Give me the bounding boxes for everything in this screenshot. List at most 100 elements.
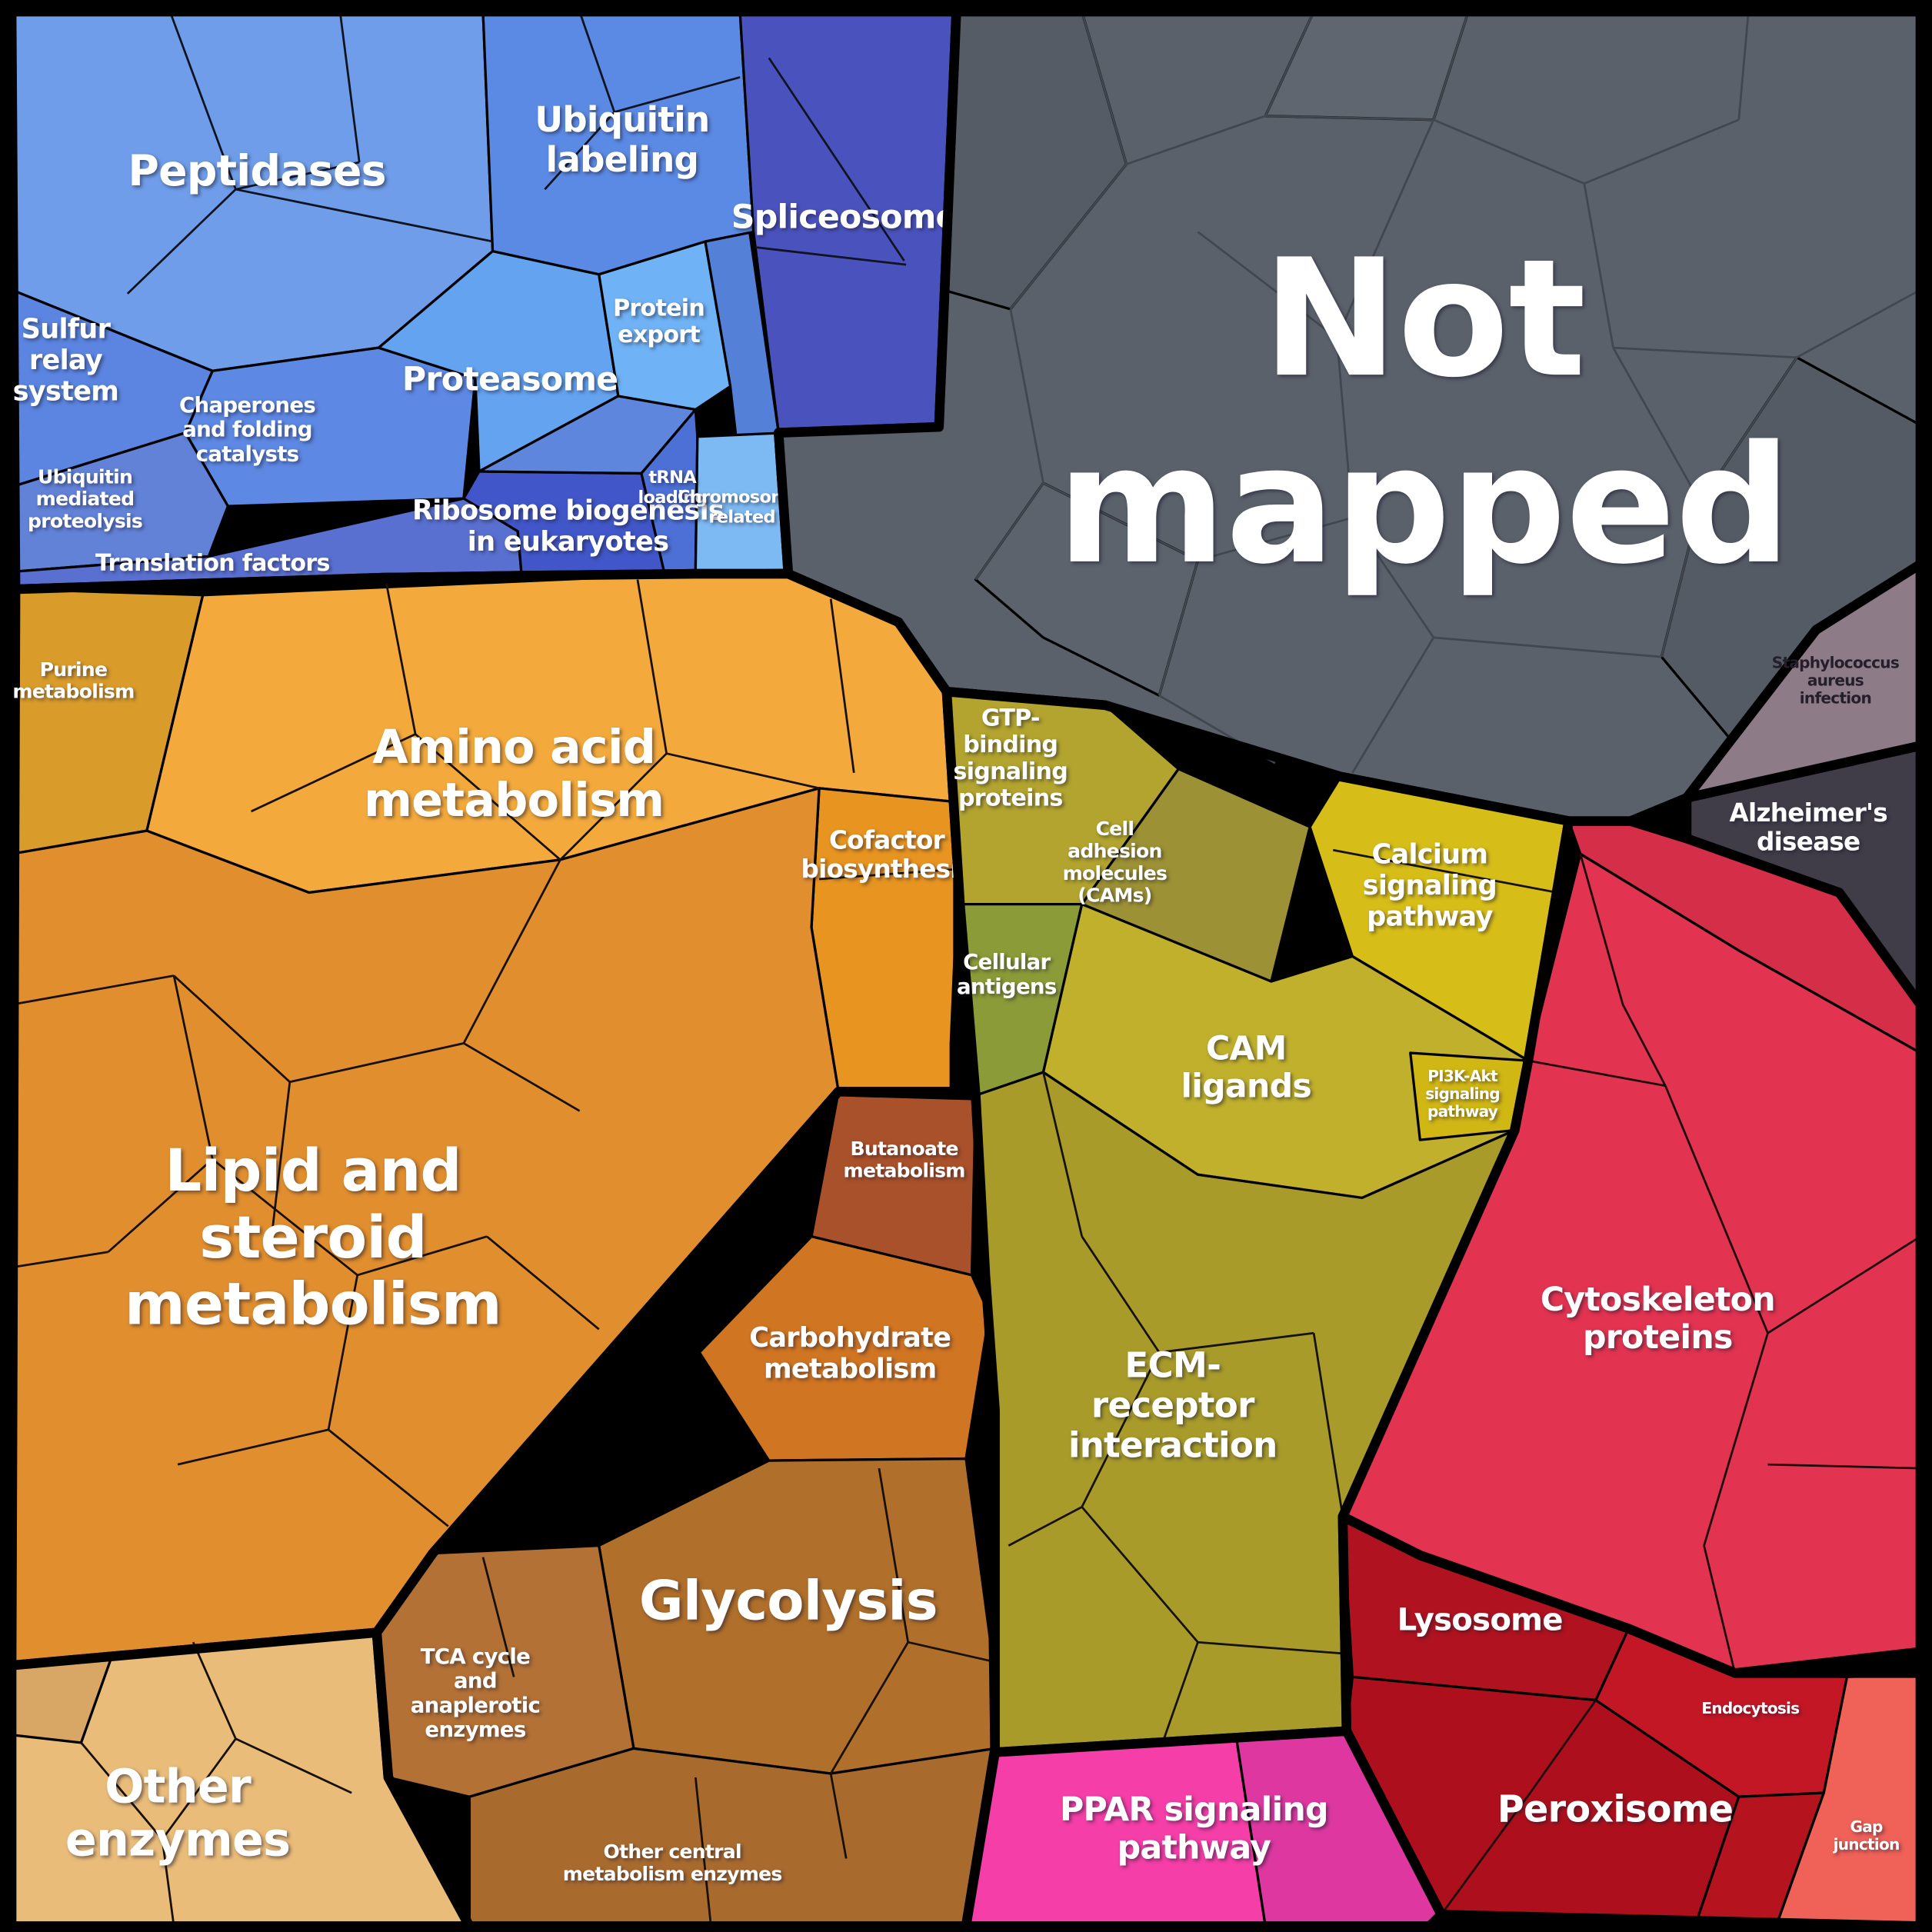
butanoate-metabolism-label: Butanoate metabolism — [844, 1138, 965, 1182]
cell-boundary-line — [614, 76, 741, 114]
cell-boundary-line — [1737, 11, 1750, 120]
cell-boundary-line — [1336, 119, 1435, 339]
cell-boundary-line — [1198, 516, 1353, 561]
translation-factors-label: Translation factors — [95, 550, 330, 577]
sulfur-relay-system-label: Sulfur relay system — [13, 313, 119, 407]
cell-boundary-line — [327, 1274, 359, 1431]
cell-boundary-line — [212, 1158, 358, 1276]
cofactor-biosynthesis-label: Cofactor biosynthesis — [801, 825, 973, 884]
cell-boundary-line — [1660, 501, 1701, 658]
cell-boundary-line — [1433, 118, 1585, 185]
ppar-signaling-left-label: PPAR signaling pathway — [1060, 1790, 1328, 1867]
cell-boundary-line — [578, 11, 616, 113]
cell-boundary-line — [486, 1235, 600, 1331]
cell-boundary-line — [1009, 163, 1128, 310]
calcium-signaling-pathway-label: Calcium signaling pathway — [1363, 839, 1497, 933]
cell-boundary-line — [1312, 1333, 1344, 1517]
cell-boundary-line — [974, 482, 1044, 581]
group-cytoskeleton-crimson: Cytoskeleton proteins — [1337, 816, 1926, 1678]
cell-boundary-line — [415, 733, 561, 861]
cell-boundary-line — [1158, 560, 1199, 696]
ubiquitin-labeling-label: Ubiquitin labeling — [535, 99, 709, 180]
cell-boundary-line — [1527, 1059, 1666, 1088]
cell-boundary-line — [1197, 231, 1338, 339]
cell-adhesion-molecules-label: Cell adhesion molecules (CAMs) — [1063, 818, 1168, 907]
cell-boundary-line — [768, 57, 905, 261]
cell-boundary-line — [289, 1042, 465, 1084]
ecm-receptor-interaction-label: ECM-receptor interaction — [1068, 1345, 1277, 1466]
group-outline-staphylococcus-aureus-infection — [1681, 559, 1926, 803]
cell-boundary-line — [1767, 1463, 1920, 1470]
cell-boundary-line — [1432, 11, 1470, 121]
cell-boundary-line — [235, 161, 360, 191]
protein-export-label: Protein export — [613, 295, 705, 349]
cell-boundary-line — [1335, 338, 1354, 518]
proteasome-label: Proteasome — [402, 361, 618, 399]
chaperones-and-folding-catalysts-label: Chaperones and folding catalysts — [179, 392, 315, 467]
cell-boundary-line — [1081, 1506, 1199, 1644]
cytoskeleton-proteins-label: Cytoskeleton proteins — [1541, 1281, 1775, 1357]
cell-boundary-line — [1529, 1699, 1597, 1794]
cell-boundary-line — [80, 1741, 164, 1840]
cell-boundary-line — [161, 1839, 175, 1927]
gap-junction-label: Gap junction — [1833, 1817, 1900, 1854]
cell-boundary-line — [1583, 183, 1614, 348]
cell-boundary-line — [338, 11, 361, 163]
cell-boundary-line — [1042, 1071, 1084, 1237]
cell-boundary-line — [463, 1042, 581, 1112]
cell-boundary-line — [694, 1777, 712, 1927]
peptidases-label: Peptidases — [128, 147, 385, 196]
group-outline-ppar-pink — [961, 1726, 1447, 1931]
cell-boundary-line — [1440, 1792, 1531, 1916]
cell-boundary-line — [1042, 481, 1199, 561]
group-other-enzymes: Other enzymes — [6, 1627, 475, 1931]
glycolysis-label: Glycolysis — [639, 1569, 938, 1632]
not-mapped-base-label: Not mapped — [1057, 224, 1790, 600]
other-central-metabolism-enzymes-cell — [468, 1747, 997, 1928]
cell-boundary-line — [1265, 115, 1434, 122]
gtp-binding-signaling-proteins-label: GTP-binding signaling proteins — [954, 705, 1068, 812]
cellular-antigens-label: Cellular antigens — [957, 949, 1057, 999]
cell-boundary-line — [1159, 1331, 1314, 1354]
group-central-metabolism-brown: Butanoate metabolism Carbohydrate metabolis… — [371, 1087, 1000, 1931]
cell-boundary-line — [1767, 1235, 1921, 1334]
cell-boundary-line — [636, 579, 668, 754]
cell-boundary-line — [1333, 848, 1557, 894]
cell-boundary-line — [878, 1467, 910, 1643]
other-central-metabolism-enzymes-label: Other central metabolism enzymes — [563, 1840, 782, 1885]
cell-boundary-line — [1081, 1235, 1161, 1354]
cell-boundary-line — [328, 1428, 449, 1527]
purine-metabolism-label: Purine metabolism — [12, 658, 134, 703]
cell-boundary-line — [385, 583, 417, 734]
cell-boundary-line — [818, 868, 955, 881]
ribosome-biogenesis-in-eukaryotes-label: Ribosome biogenesis in eukaryotes — [412, 495, 724, 558]
cell-boundary-line — [1264, 11, 1315, 117]
ubiquitin-mediated-proteolysis-label: Ubiquitin mediated proteolysis — [28, 465, 142, 532]
endocytosis-label: Endocytosis — [1701, 1699, 1799, 1717]
cell-boundary-line — [908, 1641, 994, 1663]
cell-boundary-line — [235, 188, 493, 243]
cell-boundary-line — [1612, 347, 1701, 503]
cell-boundary-line — [829, 598, 855, 773]
cell-boundary-line — [1579, 853, 1624, 1005]
cell-boundary-line — [1009, 308, 1044, 484]
other-enzymes-cell-label: Other enzymes — [65, 1760, 290, 1867]
cell-boundary-line — [544, 111, 615, 191]
cell-boundary-line — [1796, 288, 1921, 358]
peroxisome-label: Peroxisome — [1497, 1788, 1734, 1830]
alzheimers-disease-cell-label: Alzheimer's disease — [1730, 798, 1887, 857]
pi3k-akt-signaling-pathway-label: PI3K-Akt signaling pathway — [1425, 1067, 1500, 1121]
cell-boundary-line — [250, 733, 416, 813]
cell-boundary-line — [168, 11, 237, 190]
cam-ligands-label: CAM ligands — [1181, 1029, 1311, 1105]
cell-boundary-line — [1613, 346, 1797, 359]
cell-boundary-line — [1351, 637, 1435, 774]
cell-boundary-line — [666, 752, 820, 790]
cell-boundary-line — [1584, 118, 1740, 185]
cell-boundary-line — [11, 974, 175, 1006]
cell-boundary-line — [829, 1773, 848, 1859]
cell-boundary-line — [126, 188, 237, 295]
spliceosome-label: Spliceosome — [731, 198, 958, 237]
